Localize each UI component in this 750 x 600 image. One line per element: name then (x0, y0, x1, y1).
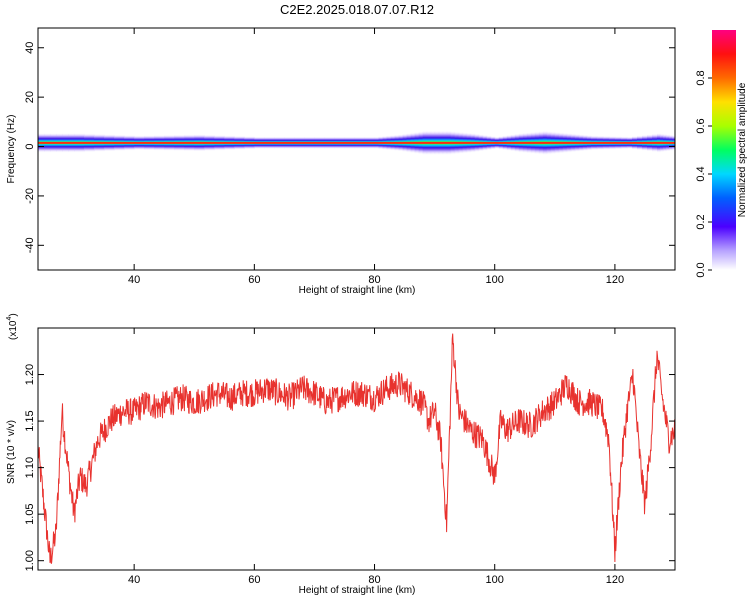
snr-x-tick-label: 80 (368, 574, 380, 586)
spectrogram-y-tick-label: 40 (24, 42, 36, 54)
spectrogram-x-axis-label: Height of straight line (km) (299, 285, 416, 296)
snr-scale-prefix: (x10 (8, 320, 19, 340)
spectrogram-plot-frame (37, 27, 676, 271)
snr-scale-base: (x104) (6, 313, 19, 340)
snr-x-tick-label: 60 (248, 574, 260, 586)
colorbar-label: Normalized spectral amplitude (737, 82, 748, 217)
snr-y-tick-label: 1.10 (24, 457, 36, 478)
snr-x-tick-label: 120 (606, 574, 624, 586)
spectrogram-x-tick-label: 80 (368, 274, 380, 286)
snr-y-tick-label: 1.20 (24, 364, 36, 385)
figure-title: C2E2.2025.018.07.07.R12 (280, 2, 434, 17)
colorbar-gradient (712, 30, 736, 270)
snr-y-tick-label: 1.00 (24, 550, 36, 571)
snr-y-axis-label: SNR (10 * v/v) (6, 420, 17, 484)
snr-ticks: 40 60 80 100 120 1.00 1.05 1.10 1.15 1.20 (24, 328, 675, 586)
spectrogram-x-tick-label: 120 (606, 274, 624, 286)
snr-scale-close: ) (8, 313, 19, 316)
spectrogram-x-tick-label: 60 (248, 274, 260, 286)
snr-plot-frame (37, 327, 676, 571)
spectrogram-y-tick-label: -20 (24, 188, 36, 204)
snr-x-tick-label: 40 (128, 574, 140, 586)
colorbar-tick-label: 0.4 (695, 166, 707, 181)
spectrogram-panel: 40 60 80 100 120 -40 -20 0 20 40 Height of straig… (6, 27, 676, 296)
spectrogram-y-tick-label: -40 (24, 237, 36, 253)
snr-y-tick-label: 1.15 (24, 410, 36, 431)
snr-series-line (38, 333, 675, 564)
colorbar: 0.0 0.2 0.4 0.6 0.8 Normalized spectral ampl… (695, 30, 748, 278)
colorbar-tick-label: 0.8 (695, 70, 707, 85)
spectrogram-y-axis-label: Frequency (Hz) (6, 115, 17, 184)
snr-x-axis-label: Height of straight line (km) (299, 585, 416, 596)
snr-panel: 40 60 80 100 120 1.00 1.05 1.10 1.15 1.20 Height … (6, 313, 676, 596)
colorbar-tick-label: 0.2 (695, 214, 707, 229)
colorbar-ticks: 0.0 0.2 0.4 0.6 0.8 (695, 70, 712, 278)
snr-scale-exponent: 4 (6, 317, 13, 321)
colorbar-tick-label: 0.6 (695, 118, 707, 133)
spectrogram-ticks: 40 60 80 100 120 -40 -20 0 20 40 (24, 28, 675, 286)
colorbar-tick-label: 0.0 (695, 262, 707, 277)
spectrogram-x-tick-label: 100 (486, 274, 504, 286)
snr-x-tick-label: 100 (486, 574, 504, 586)
snr-y-tick-label: 1.05 (24, 503, 36, 524)
snr-scale-label: (x104) (6, 313, 19, 340)
spectrogram-x-tick-label: 40 (128, 274, 140, 286)
spectral-band (38, 130, 675, 156)
spectrogram-y-tick-label: 0 (24, 143, 36, 149)
spectrogram-y-tick-label: 20 (24, 91, 36, 103)
snr-line-layer (38, 333, 675, 564)
